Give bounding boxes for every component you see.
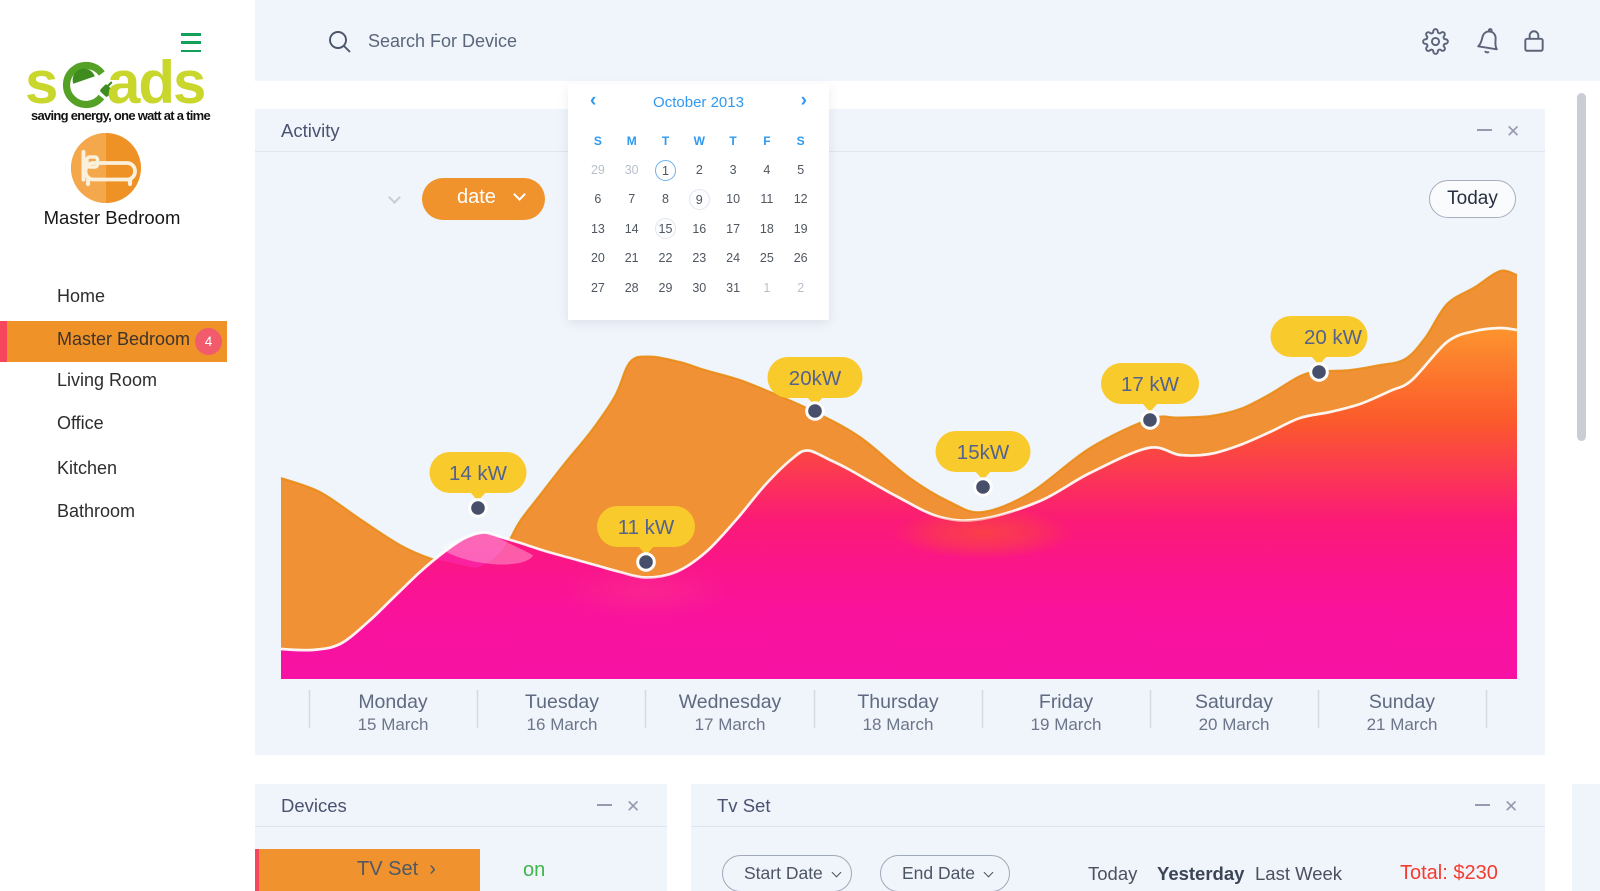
svg-text:20kW: 20kW	[789, 367, 842, 390]
svg-text:Friday: Friday	[1039, 691, 1093, 713]
svg-text:18 March: 18 March	[863, 715, 934, 734]
svg-text:20 March: 20 March	[1199, 715, 1270, 734]
svg-text:15kW: 15kW	[957, 441, 1010, 464]
svg-text:Thursday: Thursday	[857, 691, 939, 713]
svg-text:21 March: 21 March	[1367, 715, 1438, 734]
svg-text:Wednesday: Wednesday	[679, 691, 782, 713]
svg-text:Monday: Monday	[358, 691, 428, 713]
svg-text:Sunday: Sunday	[1369, 691, 1435, 713]
svg-text:Saturday: Saturday	[1195, 691, 1273, 713]
svg-text:15 March: 15 March	[358, 715, 429, 734]
svg-text:14 kW: 14 kW	[449, 462, 508, 485]
svg-text:19 March: 19 March	[1031, 715, 1102, 734]
svg-text:17 kW: 17 kW	[1121, 373, 1180, 396]
svg-text:17 March: 17 March	[695, 715, 766, 734]
svg-text:11 kW: 11 kW	[618, 516, 675, 539]
svg-text:16 March: 16 March	[527, 715, 598, 734]
svg-text:Tuesday: Tuesday	[525, 691, 599, 713]
svg-text:20 kW: 20 kW	[1304, 326, 1363, 349]
